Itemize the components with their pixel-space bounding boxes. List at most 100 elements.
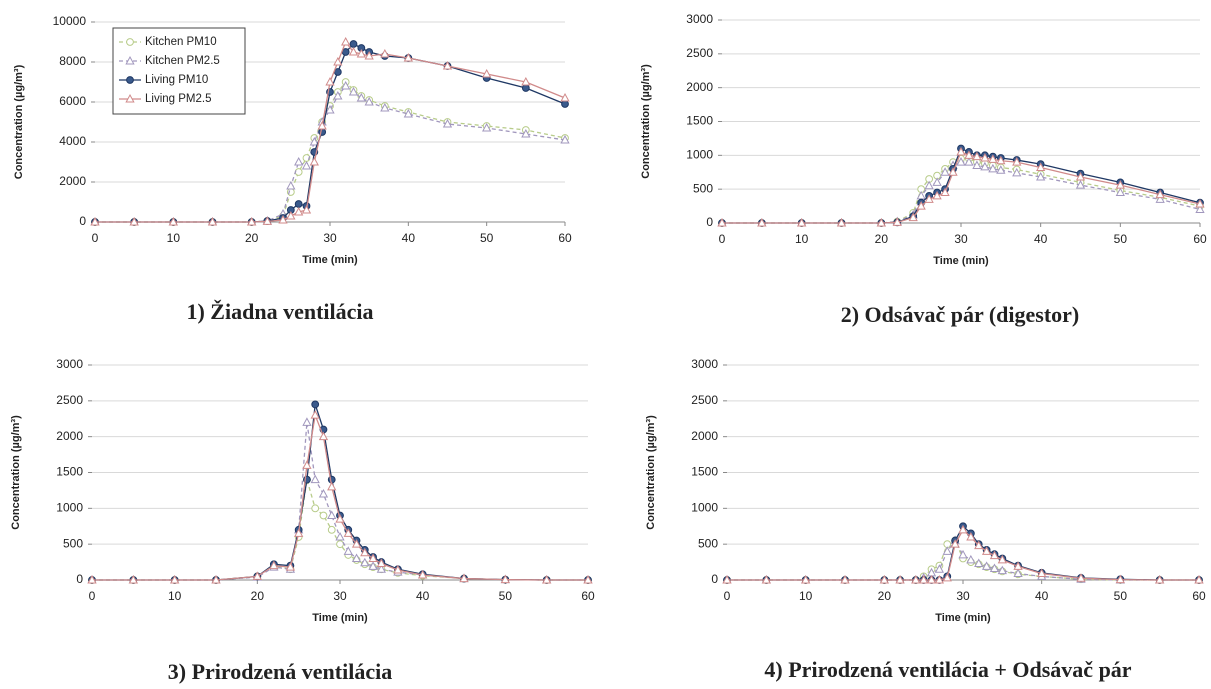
y-tick-label: 500	[698, 536, 718, 550]
marker	[294, 528, 304, 537]
caption: 1) Žiadna ventilácia	[186, 299, 373, 324]
marker	[125, 55, 135, 65]
marker	[1013, 568, 1023, 578]
y-tick-label: 1000	[686, 148, 713, 162]
marker	[294, 168, 303, 176]
x-tick-label: 20	[251, 589, 265, 603]
marker	[972, 151, 982, 161]
marker	[919, 574, 929, 584]
marker	[583, 574, 593, 584]
marker	[348, 86, 359, 96]
marker	[940, 187, 950, 197]
marker	[989, 563, 1000, 573]
y-tick-label: 2000	[691, 429, 718, 443]
marker	[302, 417, 312, 426]
marker	[325, 76, 335, 86]
x-axis-label: Time (min)	[935, 612, 991, 624]
marker	[560, 134, 570, 144]
y-tick-label: 2000	[59, 174, 86, 188]
marker	[252, 571, 262, 580]
marker	[343, 528, 353, 537]
marker	[341, 36, 351, 46]
marker	[980, 152, 990, 162]
y-tick-label: 0	[79, 214, 86, 228]
marker	[90, 216, 100, 226]
marker	[1115, 187, 1125, 197]
x-axis-label: Time (min)	[933, 255, 989, 267]
y-tick-label: 2500	[691, 393, 718, 407]
marker	[294, 206, 304, 216]
marker	[924, 194, 934, 203]
marker	[942, 546, 952, 555]
x-tick-label: 30	[323, 231, 337, 245]
marker	[989, 550, 1000, 560]
marker	[482, 68, 492, 78]
marker	[797, 217, 807, 227]
marker	[262, 216, 272, 225]
marker	[836, 217, 847, 227]
caption: 2) Odsávač pár (digestor)	[841, 302, 1080, 327]
marker	[341, 80, 351, 90]
marker	[940, 167, 950, 176]
series-line	[722, 158, 1201, 224]
marker	[1012, 167, 1022, 177]
marker	[376, 558, 386, 568]
x-tick-label: 60	[558, 231, 572, 245]
marker	[1155, 189, 1165, 199]
marker	[997, 554, 1007, 564]
marker	[301, 160, 312, 170]
marker	[351, 553, 362, 562]
marker	[934, 564, 945, 573]
x-tick-label: 50	[1114, 589, 1128, 603]
marker	[301, 204, 312, 214]
marker	[126, 38, 134, 46]
marker	[317, 120, 327, 130]
marker	[311, 504, 320, 513]
y-tick-label: 3000	[56, 357, 83, 371]
marker	[966, 531, 976, 541]
x-tick-label: 10	[799, 589, 813, 603]
marker	[349, 40, 358, 48]
x-tick-label: 40	[1034, 232, 1048, 246]
marker	[956, 146, 966, 156]
legend-label: Living PM10	[145, 74, 208, 86]
marker	[1155, 574, 1165, 584]
marker	[294, 200, 303, 208]
marker	[360, 557, 370, 567]
marker	[1013, 561, 1023, 570]
marker	[285, 562, 296, 571]
marker	[996, 165, 1006, 174]
x-tick-label: 20	[878, 589, 892, 603]
series-line	[722, 151, 1201, 224]
y-tick-label: 2500	[56, 393, 83, 407]
marker	[879, 574, 889, 584]
x-axis-label: Time (min)	[302, 254, 358, 266]
x-tick-label: 60	[1192, 589, 1206, 603]
marker	[1076, 573, 1086, 582]
marker	[286, 210, 296, 220]
marker	[336, 540, 344, 549]
marker	[311, 400, 320, 409]
y-tick-label: 1000	[56, 501, 83, 515]
marker	[1155, 194, 1165, 203]
marker	[980, 161, 990, 171]
marker	[981, 546, 992, 555]
marker	[1012, 157, 1022, 166]
chart-panel: 0 500 1000 1500 2000 2500 3000 0 10 20 30 40 50 60 Tim…	[10, 357, 595, 684]
series-line	[92, 404, 588, 581]
x-tick-label: 0	[89, 589, 96, 603]
series-line	[722, 161, 1201, 224]
marker	[521, 84, 530, 92]
marker	[403, 52, 413, 62]
legend-label: Kitchen PM2.5	[145, 55, 220, 67]
y-tick-label: 1500	[56, 465, 83, 479]
marker	[988, 163, 998, 173]
marker	[974, 540, 984, 550]
x-tick-label: 60	[581, 589, 595, 603]
marker	[997, 565, 1007, 575]
marker	[916, 201, 926, 210]
marker	[356, 48, 366, 58]
x-axis-label: Time (min)	[312, 612, 368, 624]
marker	[128, 574, 138, 584]
y-tick-label: 3000	[686, 12, 713, 26]
